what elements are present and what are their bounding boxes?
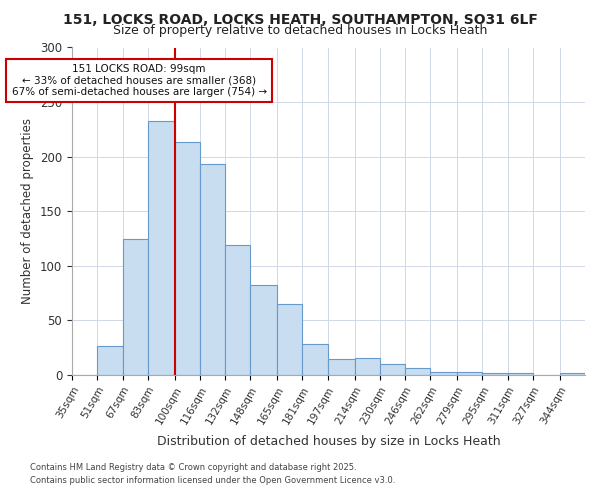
- Bar: [430, 372, 457, 375]
- X-axis label: Distribution of detached houses by size in Locks Heath: Distribution of detached houses by size …: [157, 434, 500, 448]
- Bar: [457, 372, 482, 375]
- Bar: [250, 286, 277, 375]
- Bar: [482, 373, 508, 375]
- Text: Contains HM Land Registry data © Crown copyright and database right 2025.: Contains HM Land Registry data © Crown c…: [30, 464, 356, 472]
- Bar: [148, 120, 175, 375]
- Bar: [328, 358, 355, 375]
- Bar: [277, 304, 302, 375]
- Bar: [97, 346, 122, 375]
- Bar: [405, 368, 430, 375]
- Bar: [302, 344, 328, 375]
- Text: Contains public sector information licensed under the Open Government Licence v3: Contains public sector information licen…: [30, 476, 395, 485]
- Bar: [175, 142, 200, 375]
- Text: Size of property relative to detached houses in Locks Heath: Size of property relative to detached ho…: [113, 24, 487, 37]
- Bar: [508, 373, 533, 375]
- Bar: [122, 238, 148, 375]
- Bar: [225, 245, 250, 375]
- Y-axis label: Number of detached properties: Number of detached properties: [22, 118, 34, 304]
- Bar: [200, 164, 225, 375]
- Text: 151 LOCKS ROAD: 99sqm
← 33% of detached houses are smaller (368)
67% of semi-det: 151 LOCKS ROAD: 99sqm ← 33% of detached …: [11, 64, 266, 97]
- Text: 151, LOCKS ROAD, LOCKS HEATH, SOUTHAMPTON, SO31 6LF: 151, LOCKS ROAD, LOCKS HEATH, SOUTHAMPTO…: [62, 12, 538, 26]
- Bar: [380, 364, 405, 375]
- Bar: [560, 373, 585, 375]
- Bar: [355, 358, 380, 375]
